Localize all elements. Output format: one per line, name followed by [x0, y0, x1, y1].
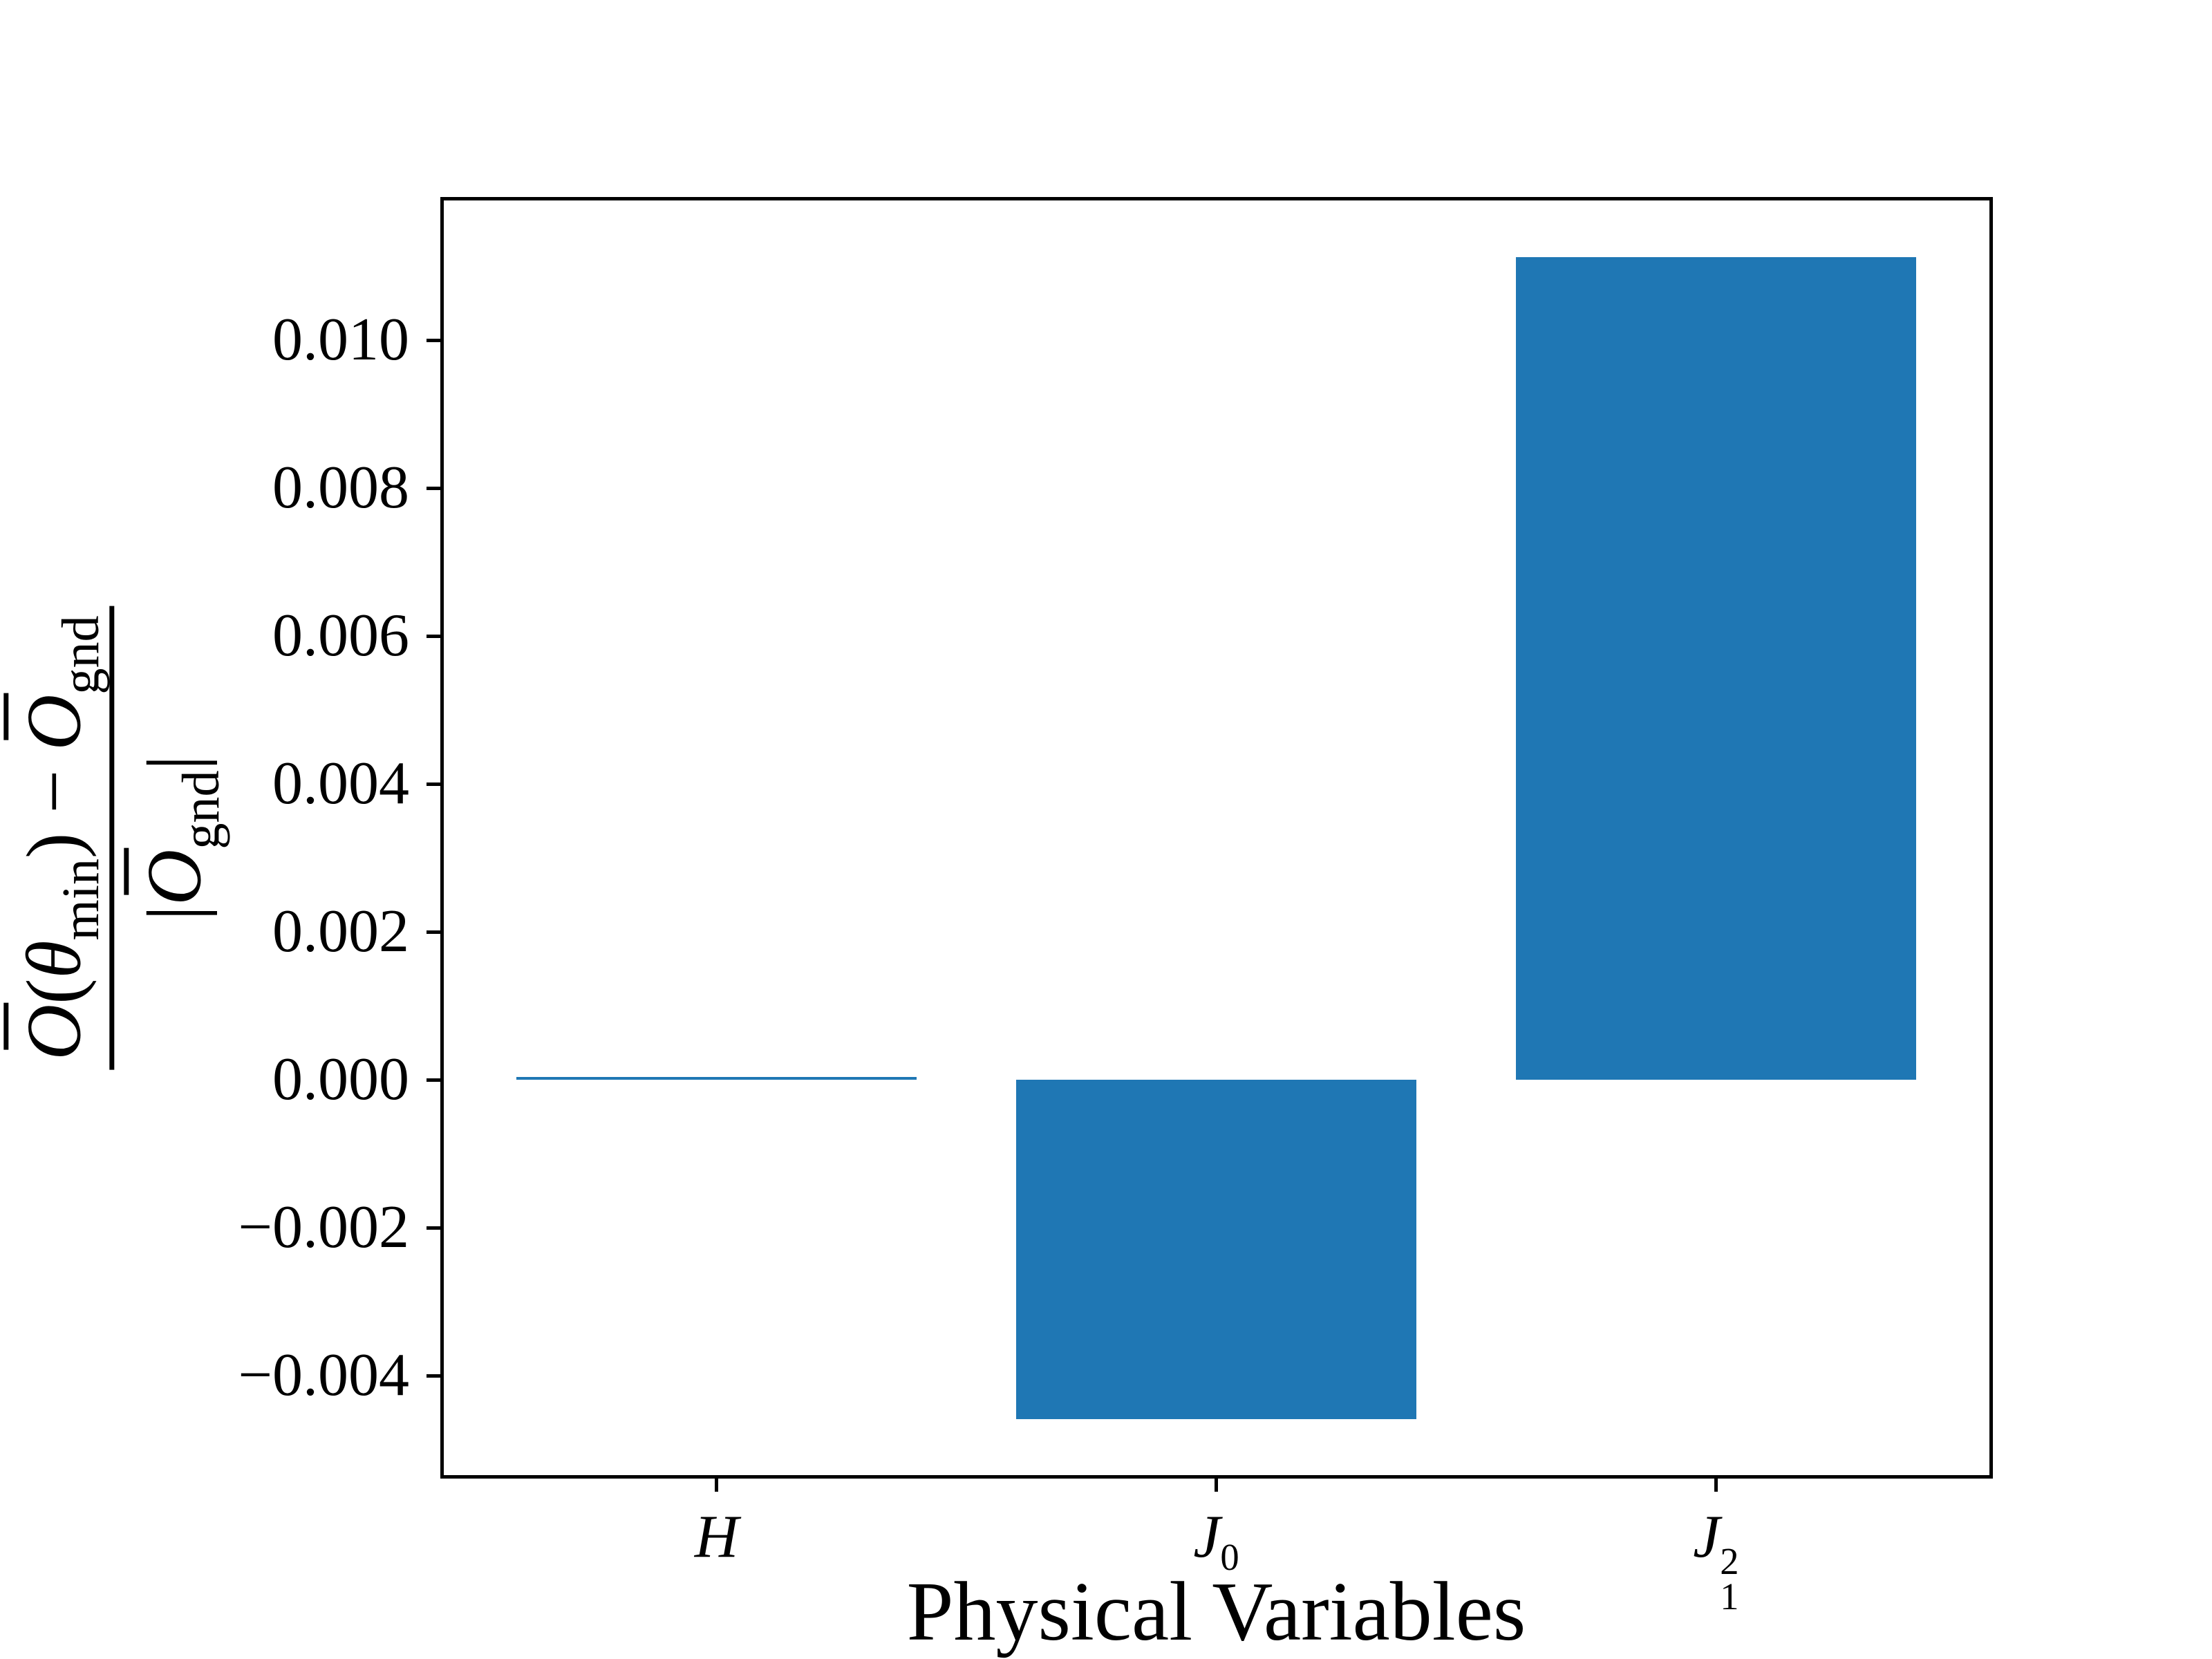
x-tick-label-1: J0	[1193, 1507, 1239, 1576]
x-tick-sup-2: 2	[1720, 1539, 1739, 1582]
y-tick-label-4: 0.002	[272, 898, 409, 966]
y-tick-label-0: 0.010	[272, 306, 409, 374]
y-tick-label-2: 0.006	[272, 602, 409, 670]
gnd-subscript: gnd	[51, 615, 110, 695]
y-tick-label-7: −0.004	[238, 1342, 409, 1409]
y-tick-label-1: 0.008	[272, 454, 409, 522]
abs-bar-right: |	[131, 754, 218, 770]
gnd-subscript-den: gnd	[172, 769, 231, 850]
bar-1	[1016, 1080, 1416, 1419]
y-tick-6	[427, 1226, 442, 1230]
y-tick-5	[427, 1078, 442, 1082]
x-tick-sub-1: 0	[1220, 1536, 1239, 1579]
x-tick-base-1: J	[1193, 1503, 1221, 1571]
y-tick-0	[427, 338, 442, 342]
bar-2	[1516, 256, 1916, 1080]
x-tick-base-0: H	[694, 1503, 739, 1571]
fraction-denominator: |Ognd|	[115, 754, 231, 921]
x-tick-1	[1215, 1477, 1218, 1492]
x-tick-2	[1714, 1477, 1718, 1492]
y-axis-label: O(θmin) − Ognd |Ognd|	[3, 605, 231, 1070]
y-tick-label-3: 0.004	[272, 750, 409, 818]
x-tick-base-2: J	[1693, 1503, 1721, 1571]
y-tick-2	[427, 634, 442, 638]
y-tick-3	[427, 782, 442, 786]
theta-symbol: θ	[11, 939, 97, 978]
minus-sign: −	[11, 749, 97, 833]
theta-subscript: min	[51, 858, 110, 940]
y-tick-label-6: −0.002	[238, 1194, 409, 1262]
y-tick-1	[427, 486, 442, 490]
obar-o-den: O	[124, 849, 218, 905]
x-tick-label-0: H	[695, 1507, 739, 1568]
close-paren: )	[11, 832, 97, 859]
y-axis-fraction: O(θmin) − Ognd |Ognd|	[3, 605, 231, 1070]
open-paren: (	[11, 977, 97, 1004]
y-tick-4	[427, 930, 442, 934]
obar-o-gnd: O	[3, 694, 97, 750]
fraction-numerator: O(θmin) − Ognd	[3, 605, 115, 1070]
obar-o-min: O	[3, 1004, 97, 1060]
x-tick-sub-2: 1	[1720, 1575, 1739, 1618]
y-tick-label-5: 0.000	[272, 1046, 409, 1114]
x-axis-label: Physical Variables	[906, 1565, 1526, 1658]
abs-bar-left: |	[131, 905, 218, 921]
y-tick-7	[427, 1374, 442, 1378]
x-tick-0	[715, 1477, 719, 1492]
bar-0	[516, 1077, 917, 1080]
